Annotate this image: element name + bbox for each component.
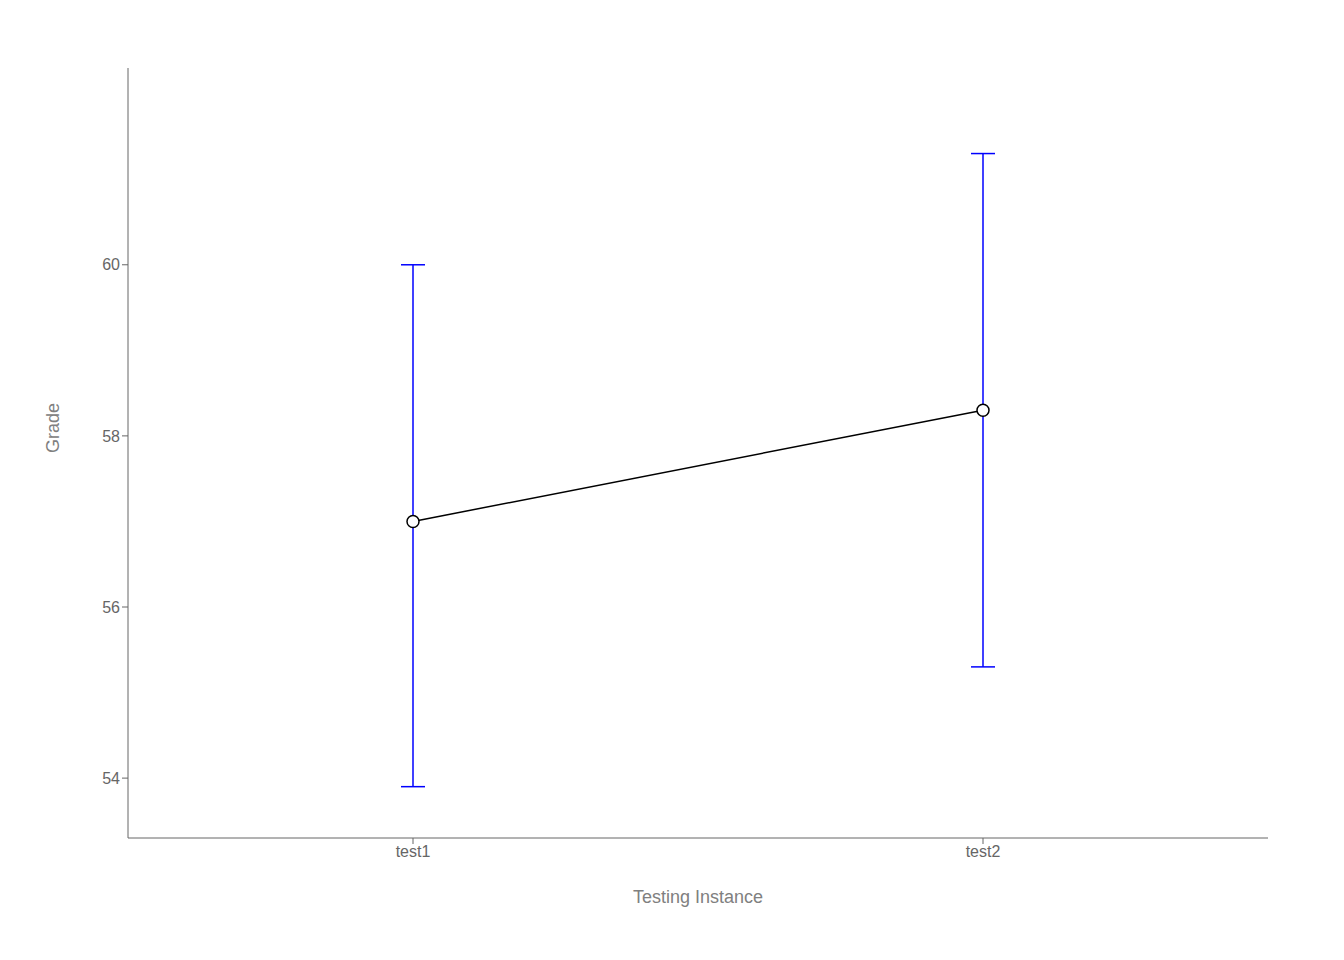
svg-text:54: 54 [102, 770, 120, 787]
svg-text:test2: test2 [966, 843, 1001, 860]
svg-text:56: 56 [102, 599, 120, 616]
svg-text:60: 60 [102, 256, 120, 273]
svg-text:test1: test1 [396, 843, 431, 860]
svg-text:58: 58 [102, 428, 120, 445]
svg-text:Grade: Grade [43, 403, 63, 453]
svg-text:Testing Instance: Testing Instance [633, 887, 763, 907]
